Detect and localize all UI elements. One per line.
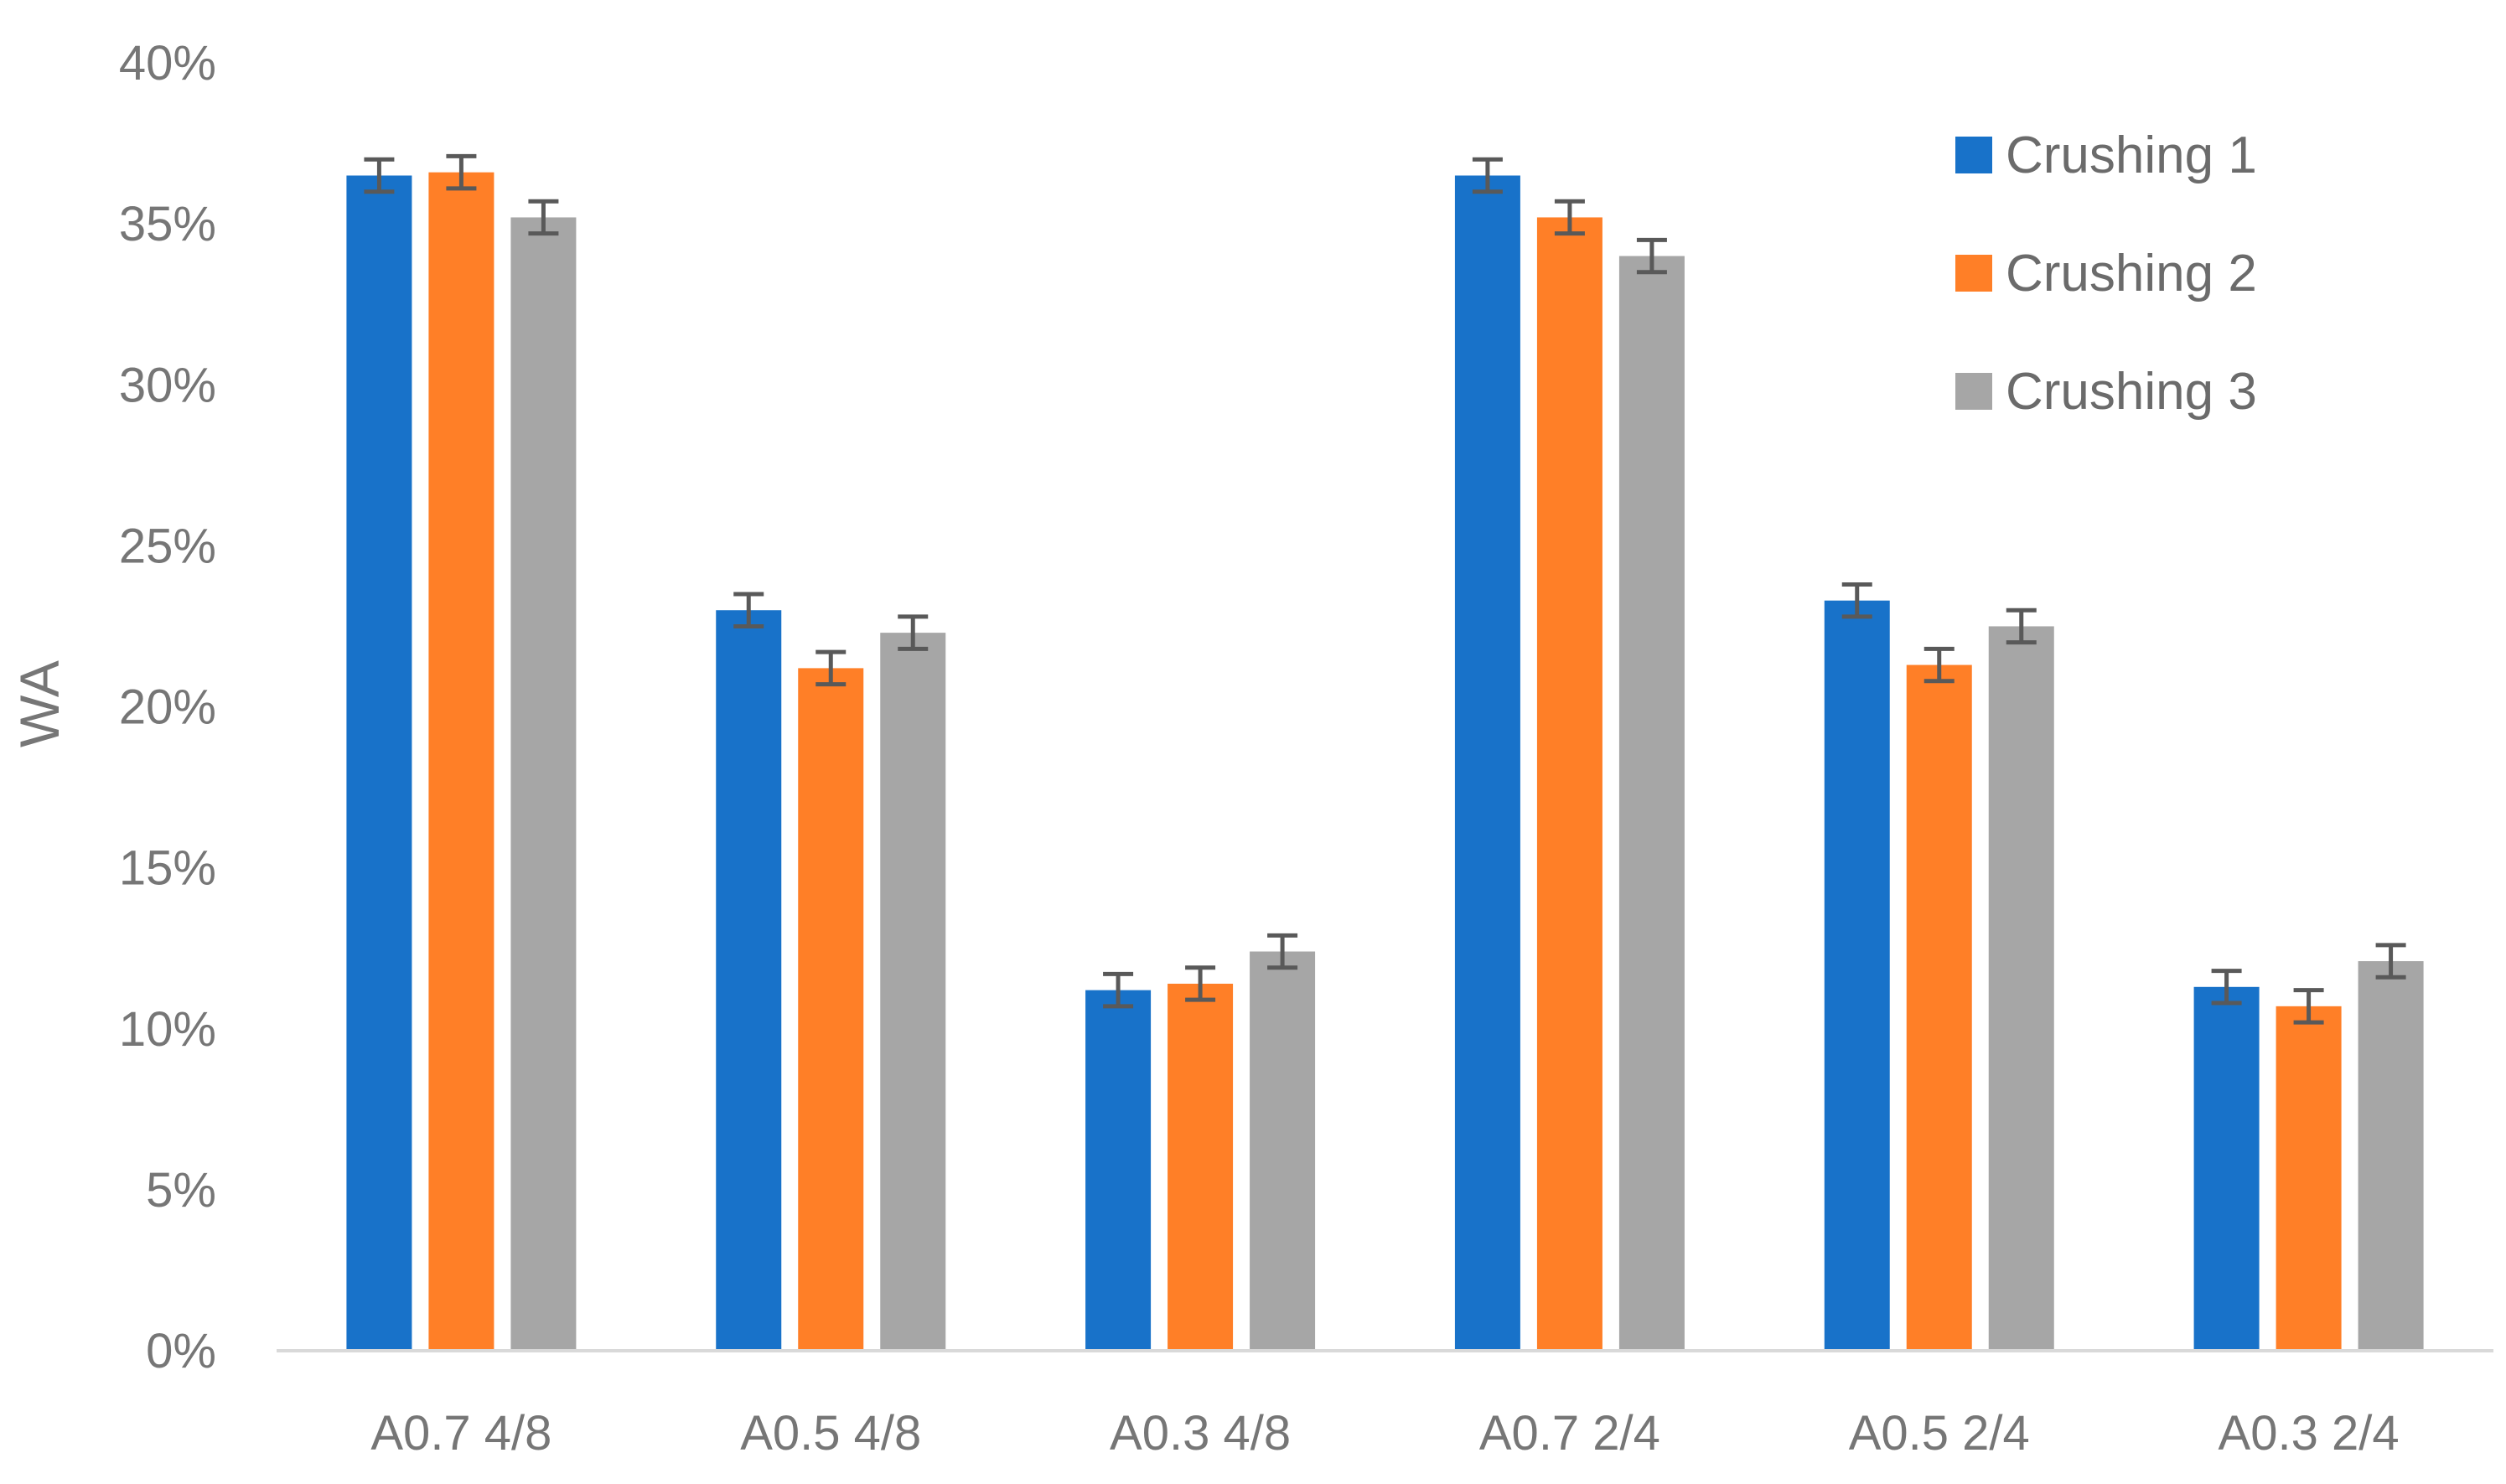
error-bar bbox=[898, 614, 929, 651]
y-tick-label: 25% bbox=[119, 519, 216, 573]
legend-label: Crushing 1 bbox=[2006, 127, 2257, 184]
x-category-label: A0.3 2/4 bbox=[2219, 1406, 2400, 1461]
y-tick-label: 40% bbox=[119, 36, 216, 90]
bar-crushing-3 bbox=[880, 633, 946, 1351]
error-bar bbox=[528, 199, 559, 236]
error-bar bbox=[2293, 988, 2324, 1025]
error-bar bbox=[2211, 969, 2242, 1006]
error-bar bbox=[364, 157, 395, 194]
y-tick-label: 20% bbox=[119, 680, 216, 735]
bar-crushing-3 bbox=[1618, 256, 1685, 1351]
bar-crushing-1 bbox=[716, 610, 782, 1351]
error-bar bbox=[1267, 933, 1298, 970]
bar-crushing-2 bbox=[1536, 217, 1602, 1352]
x-category-label: A0.7 4/8 bbox=[370, 1406, 551, 1461]
x-category-label: A0.3 4/8 bbox=[1110, 1406, 1291, 1461]
y-tick-label: 5% bbox=[146, 1163, 216, 1218]
error-bar bbox=[2375, 943, 2406, 980]
bar-crushing-2 bbox=[1906, 664, 1972, 1351]
error-bar bbox=[446, 153, 477, 191]
y-tick-label: 15% bbox=[119, 841, 216, 896]
y-tick-label: 35% bbox=[119, 197, 216, 251]
error-bar bbox=[815, 649, 847, 687]
bar-crushing-2 bbox=[1168, 983, 1234, 1351]
error-bar bbox=[1841, 582, 1872, 619]
legend-swatch bbox=[1955, 137, 1992, 173]
x-category-label: A0.5 4/8 bbox=[740, 1406, 921, 1461]
bar-crushing-1 bbox=[1824, 600, 1890, 1351]
y-tick-label: 30% bbox=[119, 358, 216, 412]
bar-crushing-3 bbox=[1988, 626, 2054, 1351]
error-bar bbox=[1924, 646, 1955, 684]
bar-crushing-2 bbox=[2276, 1006, 2342, 1351]
error-bar bbox=[1472, 157, 1503, 194]
y-tick-label: 0% bbox=[146, 1324, 216, 1378]
error-bars bbox=[364, 153, 2406, 1025]
error-bar bbox=[1103, 971, 1134, 1009]
legend-label: Crushing 2 bbox=[2006, 245, 2257, 302]
bar-crushing-3 bbox=[1250, 951, 1316, 1351]
y-axis-title: WA bbox=[8, 660, 70, 747]
y-tick-label: 10% bbox=[119, 1002, 216, 1057]
x-category-label: A0.5 2/4 bbox=[1849, 1406, 2030, 1461]
bars bbox=[346, 172, 2424, 1352]
error-bar bbox=[1185, 965, 1216, 1002]
error-bar bbox=[733, 592, 764, 628]
x-category-label: A0.7 2/4 bbox=[1479, 1406, 1660, 1461]
bar-crushing-3 bbox=[510, 217, 577, 1352]
bar-crushing-1 bbox=[2193, 986, 2260, 1351]
x-axis-category-labels: A0.7 4/8 A0.5 4/8 A0.3 4/8 A0.7 2/4 A0.5 2/4… bbox=[370, 1406, 2399, 1461]
error-bar bbox=[2006, 608, 2037, 645]
legend: Crushing 1 Crushing 2 Crushing 3 bbox=[1955, 127, 2257, 421]
y-axis-tick-labels: 0% 5% 10% 15% 20% 25% 30% 35% 40% bbox=[119, 36, 216, 1378]
bar-crushing-3 bbox=[2358, 961, 2424, 1351]
error-bar bbox=[1554, 199, 1585, 236]
bar-crushing-1 bbox=[1085, 990, 1152, 1351]
bar-crushing-1 bbox=[346, 175, 412, 1351]
bar-crushing-2 bbox=[798, 668, 864, 1351]
bar-crushing-2 bbox=[428, 172, 494, 1351]
error-bar bbox=[1636, 237, 1667, 275]
legend-swatch bbox=[1955, 255, 1992, 292]
legend-swatch bbox=[1955, 373, 1992, 410]
legend-label: Crushing 3 bbox=[2006, 363, 2257, 421]
bar-crushing-1 bbox=[1454, 175, 1520, 1351]
